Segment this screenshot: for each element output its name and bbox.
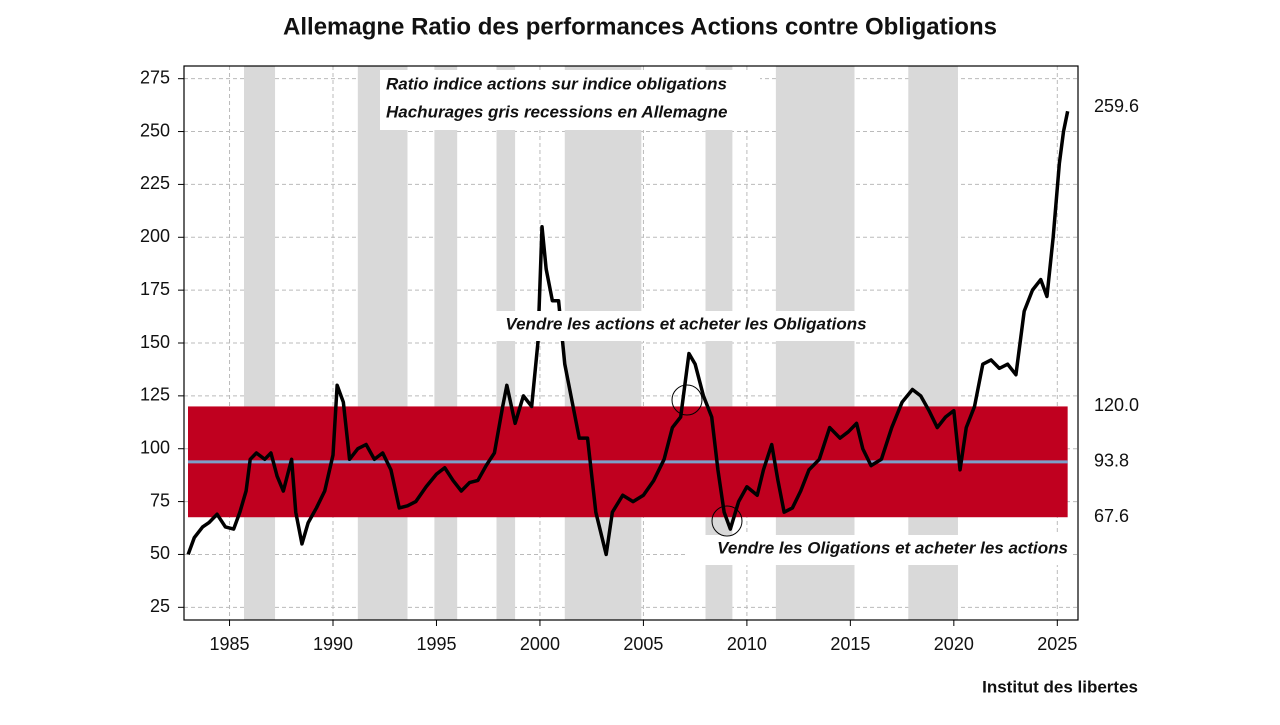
x-tick-label: 2025 [1037,634,1077,654]
recession [434,66,458,620]
annotation-box [686,535,1072,565]
y-tick-label: 50 [150,543,170,563]
y-tick-label: 150 [140,332,170,352]
x-tick-label: 1995 [416,634,456,654]
band-high-label: 120.0 [1094,395,1139,415]
recession [908,66,958,620]
source: Institut des libertes [982,677,1138,696]
highlight-circle [711,505,743,537]
x-tick-label: 2020 [934,634,974,654]
plot-frame [183,65,1079,621]
annotation-box [486,311,882,341]
x-tick-label: 2000 [520,634,560,654]
y-tick-label: 225 [140,173,170,193]
chart-title: Allemagne Ratio des performances Actions… [283,13,997,40]
recession [357,66,408,620]
ratio-line [186,110,1070,557]
mean-label: 93.8 [1094,451,1129,471]
x-tick-label: 1985 [210,634,250,654]
recession [564,66,642,620]
annotation-box [380,70,760,130]
annotation: Vendre les actions et acheter les Obliga… [505,314,866,333]
x-tick-label: 2005 [623,634,663,654]
x-tick-label: 1990 [313,634,353,654]
recession [496,66,516,620]
highlight-circle [671,384,703,416]
y-tick-label: 75 [150,490,170,510]
y-tick-label: 175 [140,279,170,299]
y-tick-label: 100 [140,437,170,457]
y-tick-label: 250 [140,120,170,140]
recession [244,66,276,620]
annotation: Vendre les Oligations et acheter les act… [717,538,1068,557]
y-tick-label: 25 [150,596,170,616]
y-tick-label: 125 [140,385,170,405]
annotation: Ratio indice actions sur indice obligati… [386,74,727,93]
last-value-label: 259.6 [1094,96,1139,116]
band-low-label: 67.6 [1094,506,1129,526]
recession [775,66,855,620]
y-tick-label: 200 [140,226,170,246]
x-tick-label: 2015 [830,634,870,654]
annotation: Hachurages gris recessions en Allemagne [386,102,727,121]
recession [705,66,733,620]
y-tick-label: 275 [140,67,170,87]
x-tick-label: 2010 [727,634,767,654]
